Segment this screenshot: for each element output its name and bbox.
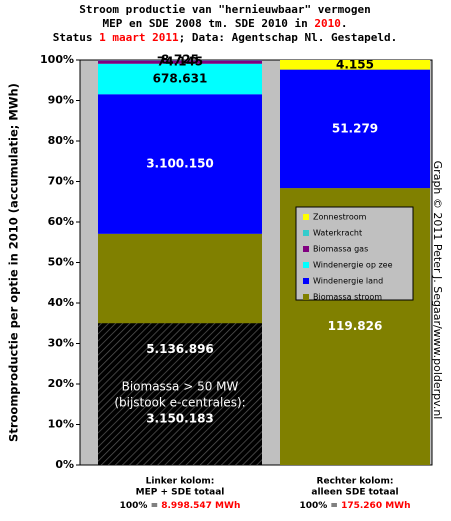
legend-label: Waterkracht [313,229,362,238]
y-tick-label: 90% [48,94,74,107]
y-tick-label: 60% [48,215,74,228]
bar-segment [98,60,262,64]
title-part: 2010 [314,17,341,30]
legend-label: Biomassa stroom [313,293,382,302]
value-label: 119.826 [328,319,383,333]
x-tick-label: Rechter kolom: [317,477,394,487]
bar-segment [280,60,430,70]
legend [295,206,414,301]
value-label: 51.279 [332,121,378,135]
title-part: . [341,17,348,30]
overlay-label: Biomassa > 50 MW [122,380,239,394]
legend-swatch [303,230,309,236]
title-part: 1 maart 2011 [99,31,179,44]
chart-title: Stroom productie van "hernieuwbaar" verm… [79,3,370,16]
total-prefix: 100% = [299,501,341,511]
overlay-label: (bijstook e-centrales): [114,396,245,410]
bar-segment [98,63,262,95]
legend-swatch [303,294,309,300]
value-label: 5.136.896 [146,342,214,356]
total-value: 175.260 MWh [341,501,410,511]
x-tick-label: MEP + SDE totaal [136,488,225,498]
legend-label: Windenergie land [313,277,383,286]
bar-segment [280,69,430,189]
title-part: Stroom productie van "hernieuwbaar" verm… [79,3,370,16]
y-tick-label: 20% [48,377,74,390]
legend-swatch [303,262,309,268]
legend-swatch [303,278,309,284]
chart-title: MEP en SDE 2008 tm. SDE 2010 in 2010. [102,17,347,30]
y-tick-label: 70% [48,175,74,188]
legend-label: Zonnestroom [313,213,367,222]
y-tick-label: 10% [48,418,74,431]
value-label: 74.145 [157,55,203,69]
overlay-value-label: 3.150.183 [146,412,214,426]
x-tick-label: alleen SDE totaal [311,488,398,498]
legend-label: Windenergie op zee [313,261,393,270]
y-tick-label: 40% [48,296,74,309]
y-tick-label: 0% [55,458,74,471]
value-label: 3.100.150 [146,157,214,171]
total-label: 100% = 8.998.547 MWh [120,501,241,511]
x-tick-label: Linker kolom: [146,477,215,487]
total-prefix: 100% = [120,501,162,511]
legend-swatch [303,214,309,220]
bar-segment [98,94,262,234]
value-label: 4.155 [336,57,374,71]
total-label: 100% = 175.260 MWh [299,501,410,511]
legend-label: Biomassa gas [313,245,368,254]
overlay-segment [98,323,262,465]
y-axis-label: Stroomproductie per optie in 2010 (accum… [7,83,21,442]
y-tick-label: 30% [48,337,74,350]
title-part: ; Data: Agentschap Nl. Gestapeld. [179,31,398,44]
legend-swatch [303,246,309,252]
y-tick-label: 80% [48,134,74,147]
title-part: Status [53,31,99,44]
y-tick-label: 100% [40,53,74,66]
value-label: 678.631 [153,72,208,86]
total-value: 8.998.547 MWh [161,501,240,511]
y-tick-label: 50% [48,256,74,269]
watermark: Graph © 2011 Peter J. Segaar/www.polderp… [431,161,444,420]
value-label: 8.725 [161,53,199,67]
chart-title: Status 1 maart 2011; Data: Agentschap Nl… [53,31,397,44]
title-part: MEP en SDE 2008 tm. SDE 2010 in [102,17,314,30]
